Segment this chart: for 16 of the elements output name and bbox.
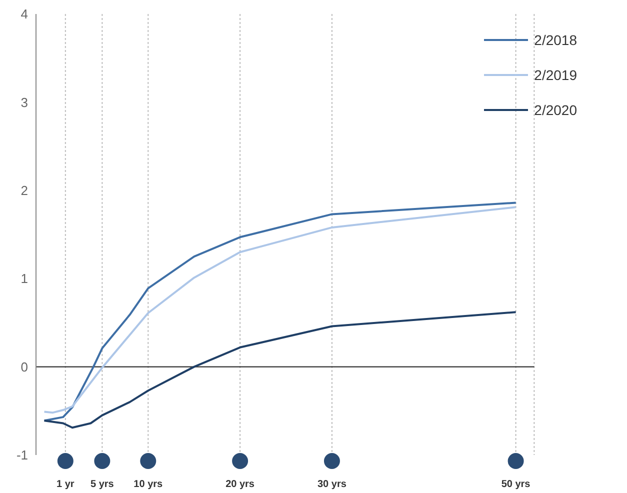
x-tick-label: 10 yrs: [134, 479, 164, 490]
y-tick-label: -1: [16, 448, 28, 463]
y-tick-label: 3: [20, 94, 28, 110]
x-tick-label: 1 yr: [56, 479, 74, 490]
x-tick-label: 20 yrs: [226, 479, 255, 490]
legend-label: 2/2018: [534, 32, 577, 48]
line-series: [43, 311, 517, 429]
y-tick-label: 0: [20, 359, 28, 374]
y-tick-label: 2: [20, 183, 28, 198]
x-tick-label: 50 yrs: [501, 479, 531, 490]
legend-label: 2/2019: [534, 66, 577, 82]
x-tick-label: 5 yrs: [90, 479, 114, 490]
x-tick-label: 30 yrs: [318, 479, 347, 490]
legend-label: 2/2020: [534, 102, 577, 118]
y-tick-label: 1: [20, 271, 28, 286]
y-tick-label: 4: [20, 6, 28, 22]
